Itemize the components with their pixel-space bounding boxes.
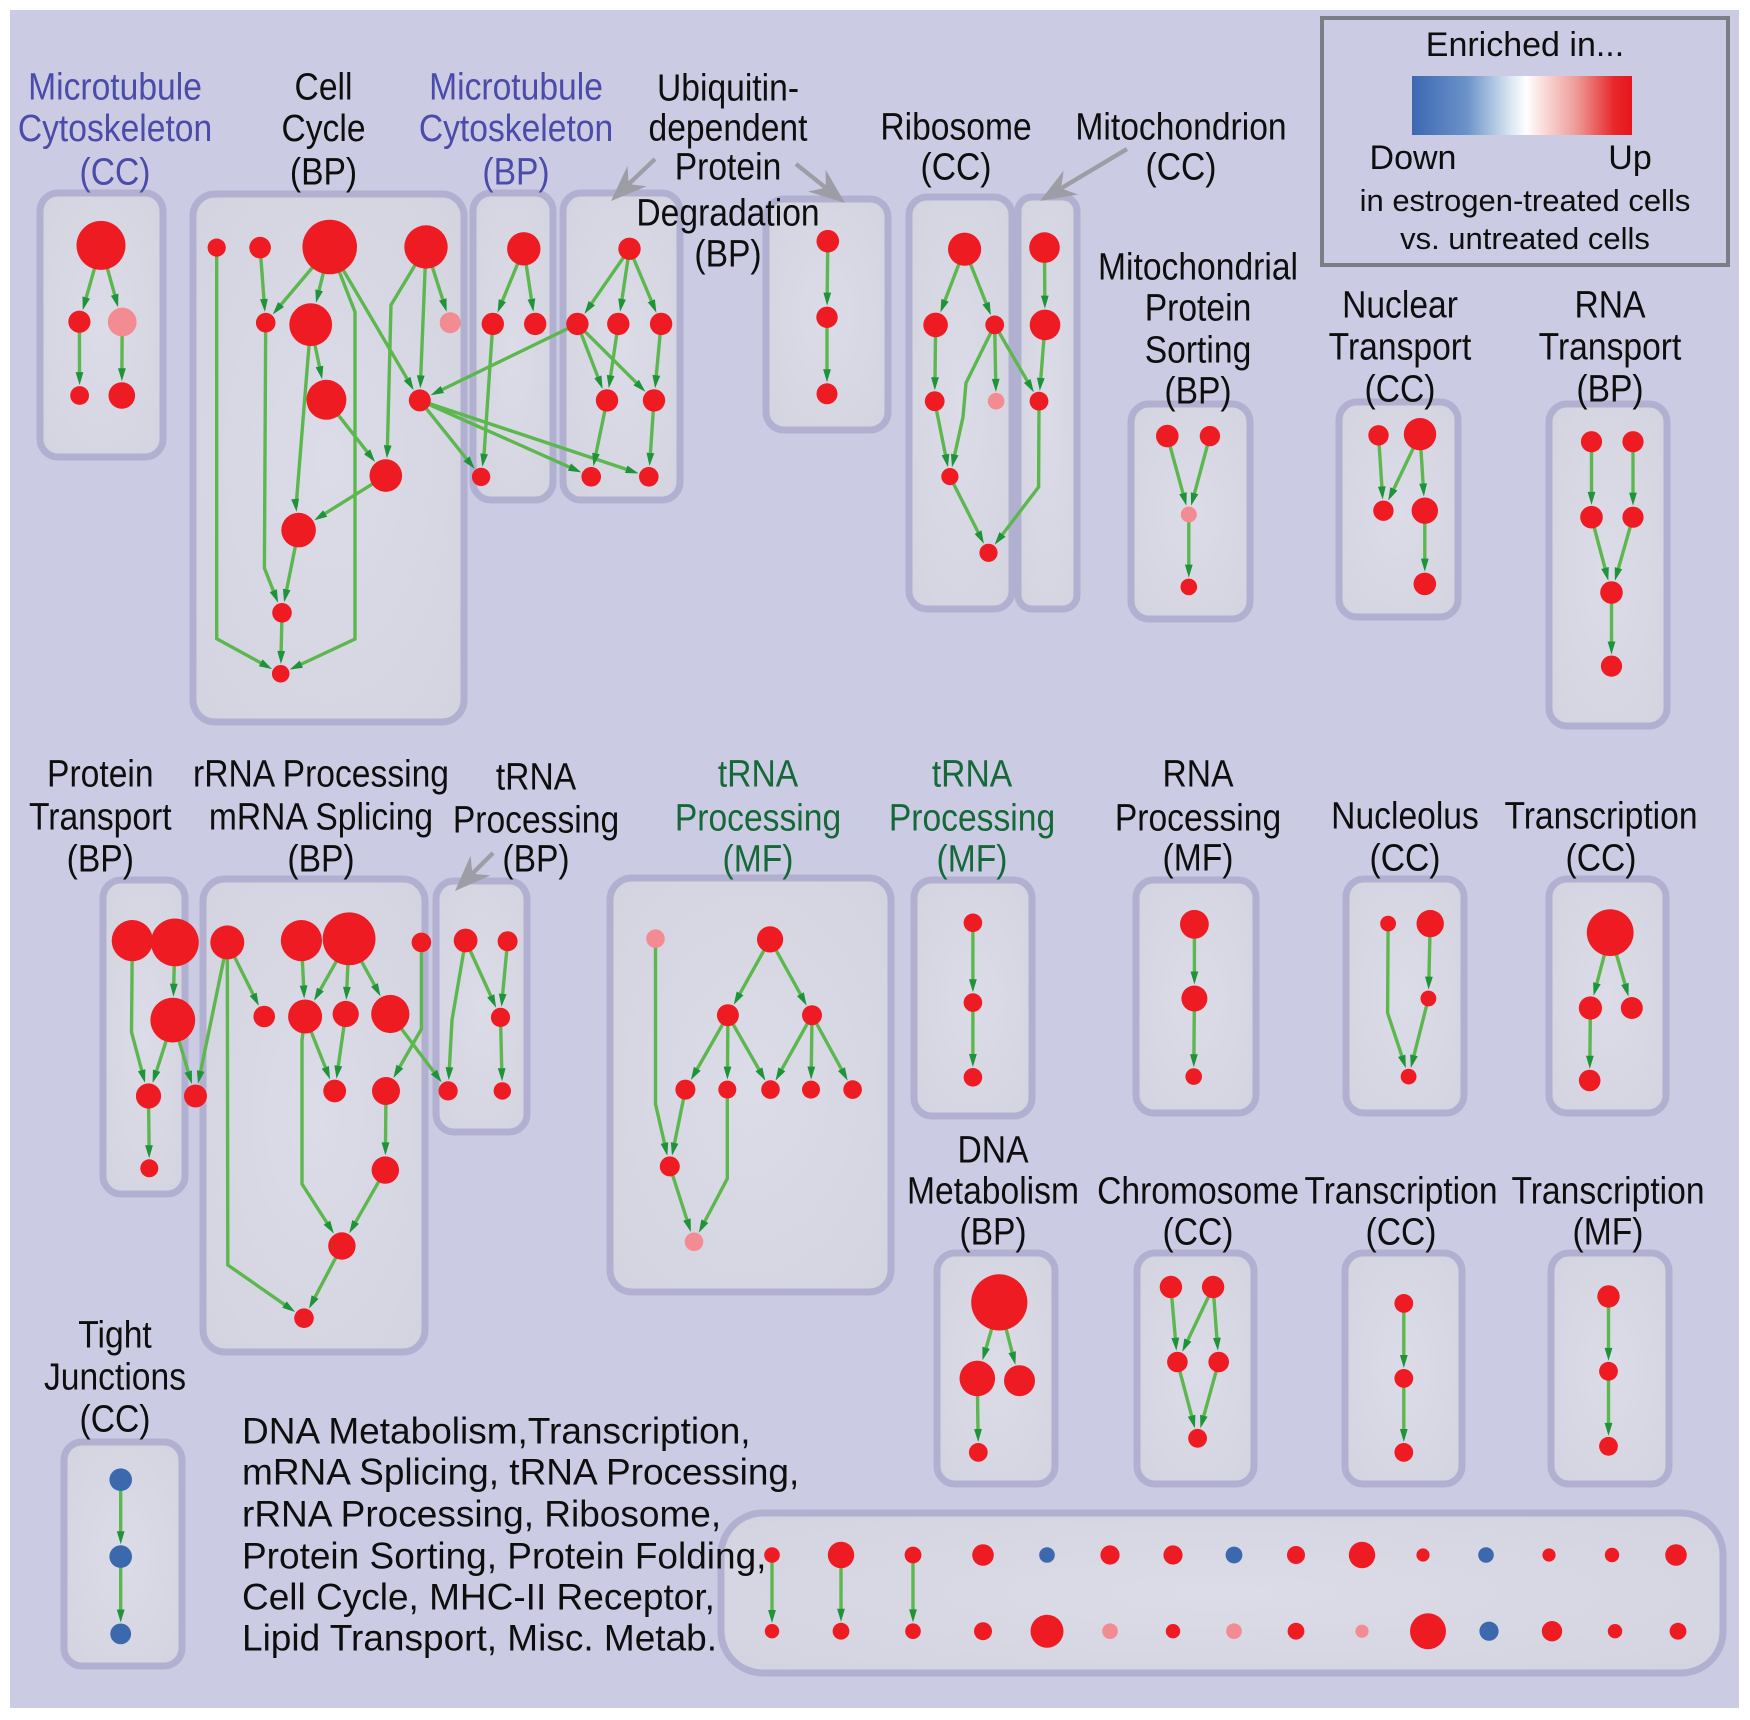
svg-text:tRNA: tRNA bbox=[496, 756, 576, 798]
svg-text:Protein: Protein bbox=[1145, 287, 1252, 329]
svg-text:Protein: Protein bbox=[47, 753, 154, 795]
svg-text:Nuclear: Nuclear bbox=[1342, 284, 1458, 326]
svg-text:Transport: Transport bbox=[1539, 326, 1682, 368]
svg-text:(BP): (BP) bbox=[959, 1211, 1026, 1253]
svg-text:(MF): (MF) bbox=[723, 838, 794, 880]
svg-text:Microtubule: Microtubule bbox=[28, 66, 202, 108]
svg-text:Metabolism: Metabolism bbox=[907, 1170, 1079, 1212]
svg-text:Processing: Processing bbox=[889, 797, 1055, 839]
svg-text:(MF): (MF) bbox=[1573, 1211, 1644, 1253]
svg-text:vs. untreated cells: vs. untreated cells bbox=[1400, 221, 1650, 256]
svg-text:(BP): (BP) bbox=[482, 151, 549, 193]
svg-text:Mitochondrial: Mitochondrial bbox=[1098, 246, 1298, 288]
svg-text:(BP): (BP) bbox=[694, 233, 761, 275]
svg-text:(BP): (BP) bbox=[290, 151, 357, 193]
svg-text:Processing: Processing bbox=[675, 797, 841, 839]
svg-text:Processing: Processing bbox=[1115, 797, 1281, 839]
svg-text:tRNA: tRNA bbox=[718, 753, 798, 795]
svg-text:RNA: RNA bbox=[1575, 284, 1646, 326]
svg-text:Cytoskeleton: Cytoskeleton bbox=[419, 107, 613, 149]
svg-text:Lipid Transport, Misc. Metab.: Lipid Transport, Misc. Metab. bbox=[242, 1618, 717, 1659]
svg-text:Cell Cycle, MHC-II Receptor,: Cell Cycle, MHC-II Receptor, bbox=[242, 1577, 715, 1618]
svg-text:(CC): (CC) bbox=[1146, 146, 1217, 188]
svg-text:(BP): (BP) bbox=[502, 838, 569, 880]
svg-text:(BP): (BP) bbox=[1576, 368, 1643, 410]
svg-text:(MF): (MF) bbox=[1163, 837, 1234, 879]
svg-text:Junctions: Junctions bbox=[44, 1356, 186, 1398]
svg-text:(CC): (CC) bbox=[1365, 368, 1436, 410]
svg-text:(BP): (BP) bbox=[287, 838, 354, 880]
svg-text:Degradation: Degradation bbox=[636, 192, 819, 234]
svg-text:Microtubule: Microtubule bbox=[429, 66, 603, 108]
svg-text:mRNA Splicing, tRNA Processing: mRNA Splicing, tRNA Processing, bbox=[242, 1452, 799, 1493]
svg-text:(CC): (CC) bbox=[1566, 837, 1637, 879]
svg-text:Processing: Processing bbox=[453, 799, 619, 841]
svg-text:rRNA Processing: rRNA Processing bbox=[193, 753, 449, 795]
svg-text:Down: Down bbox=[1370, 139, 1457, 177]
svg-text:DNA: DNA bbox=[958, 1129, 1029, 1171]
svg-text:tRNA: tRNA bbox=[932, 753, 1012, 795]
svg-text:rRNA Processing, Ribosome,: rRNA Processing, Ribosome, bbox=[242, 1494, 721, 1535]
svg-text:Transport: Transport bbox=[29, 796, 172, 838]
svg-text:(CC): (CC) bbox=[1370, 837, 1441, 879]
svg-text:Ubiquitin-: Ubiquitin- bbox=[657, 67, 799, 109]
svg-text:Up: Up bbox=[1608, 139, 1651, 177]
svg-text:Enriched in...: Enriched in... bbox=[1426, 26, 1624, 64]
svg-text:Transcription: Transcription bbox=[1504, 795, 1697, 837]
svg-text:(BP): (BP) bbox=[1164, 370, 1231, 412]
svg-text:Protein: Protein bbox=[675, 146, 782, 188]
svg-text:(BP): (BP) bbox=[67, 838, 134, 880]
svg-text:Transcription: Transcription bbox=[1511, 1170, 1704, 1212]
svg-text:mRNA Splicing: mRNA Splicing bbox=[209, 796, 433, 838]
svg-text:Protein Sorting, Protein Foldi: Protein Sorting, Protein Folding, bbox=[242, 1536, 766, 1577]
svg-text:Transcription: Transcription bbox=[1304, 1170, 1497, 1212]
svg-text:DNA Metabolism,Transcription,: DNA Metabolism,Transcription, bbox=[242, 1411, 751, 1452]
svg-text:dependent: dependent bbox=[649, 107, 808, 149]
svg-text:Mitochondrion: Mitochondrion bbox=[1075, 106, 1286, 148]
svg-text:(MF): (MF) bbox=[937, 838, 1008, 880]
svg-text:Tight: Tight bbox=[78, 1314, 152, 1356]
svg-text:Nucleolus: Nucleolus bbox=[1331, 795, 1479, 837]
svg-text:(CC): (CC) bbox=[1366, 1211, 1437, 1253]
svg-text:(CC): (CC) bbox=[80, 151, 151, 193]
svg-text:(CC): (CC) bbox=[80, 1398, 151, 1440]
svg-text:Cycle: Cycle bbox=[281, 107, 365, 149]
svg-text:Chromosome: Chromosome bbox=[1097, 1170, 1299, 1212]
svg-text:(CC): (CC) bbox=[921, 146, 992, 188]
svg-text:Cell: Cell bbox=[295, 66, 353, 108]
svg-text:in estrogen-treated cells: in estrogen-treated cells bbox=[1360, 183, 1691, 218]
svg-text:RNA: RNA bbox=[1163, 753, 1234, 795]
svg-text:(CC): (CC) bbox=[1163, 1211, 1234, 1253]
svg-text:Sorting: Sorting bbox=[1145, 329, 1252, 371]
svg-text:Ribosome: Ribosome bbox=[880, 106, 1031, 148]
svg-text:Cytoskeleton: Cytoskeleton bbox=[18, 107, 212, 149]
svg-text:Transport: Transport bbox=[1329, 326, 1472, 368]
